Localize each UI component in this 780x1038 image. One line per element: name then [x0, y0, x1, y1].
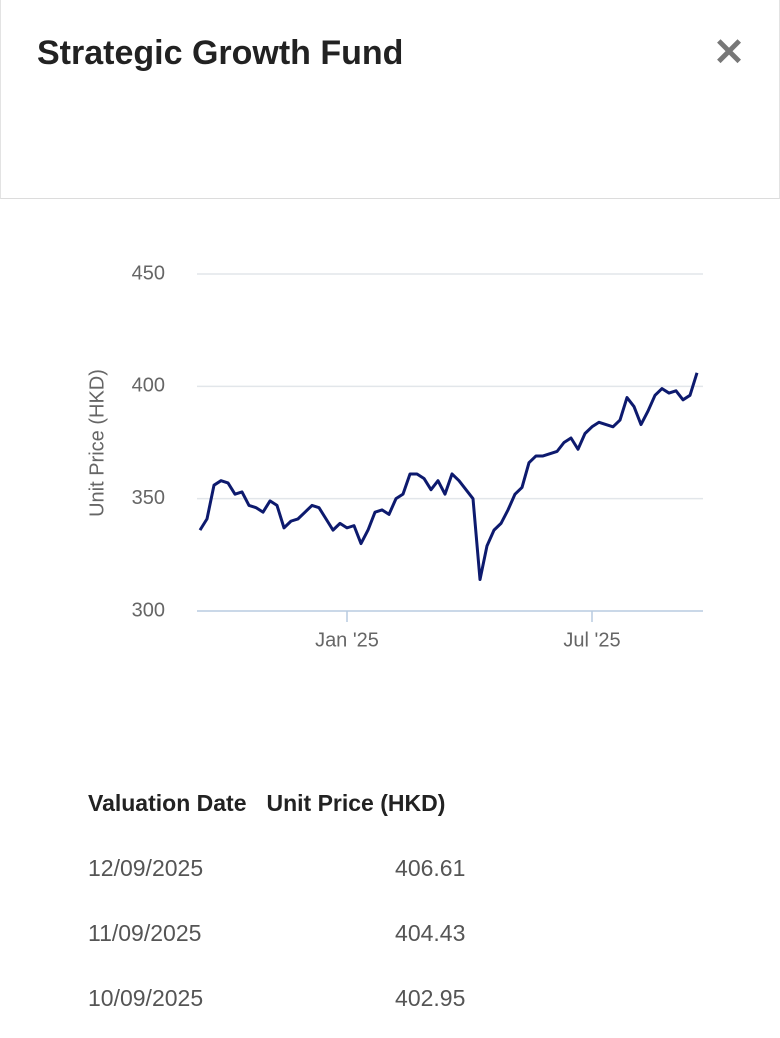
table-cell: 402.95 [395, 985, 466, 1011]
table-cell: 12/09/2025 [88, 855, 204, 881]
column-header: Unit Price (HKD) [266, 790, 446, 816]
column-header: Valuation Date [88, 790, 247, 816]
x-tick-label: Jul '25 [563, 629, 620, 651]
y-tick-label: 300 [132, 599, 165, 621]
table-row: 10/09/2025 402.95 [88, 973, 465, 1038]
table-row: 12/09/2025 406.61 [88, 843, 465, 908]
chart: Unit Price (HKD) 300 350 400 450 Jan '25 Jul … [86, 262, 703, 651]
y-tick-label: 400 [132, 375, 165, 397]
y-axis-label: Unit Price (HKD) [86, 369, 108, 517]
y-tick-label: 450 [132, 262, 165, 284]
page-title: Strategic Growth Fund [37, 34, 404, 72]
table-cell: 11/09/2025 [88, 920, 202, 946]
table-row: 11/09/2025 404.43 [88, 908, 465, 973]
price-line [198, 372, 699, 582]
x-tick-label: Jan '25 [315, 629, 379, 651]
y-tick-label: 350 [132, 487, 165, 509]
header: Strategic Growth Fund ✕ [0, 0, 780, 199]
price-table: Valuation Date Unit Price (HKD) 12/09/20… [88, 790, 465, 1038]
table-cell: 404.43 [395, 920, 466, 946]
close-button[interactable]: ✕ [713, 32, 745, 74]
table-cell: 406.61 [395, 855, 466, 881]
table-cell: 10/09/2025 [88, 985, 204, 1011]
